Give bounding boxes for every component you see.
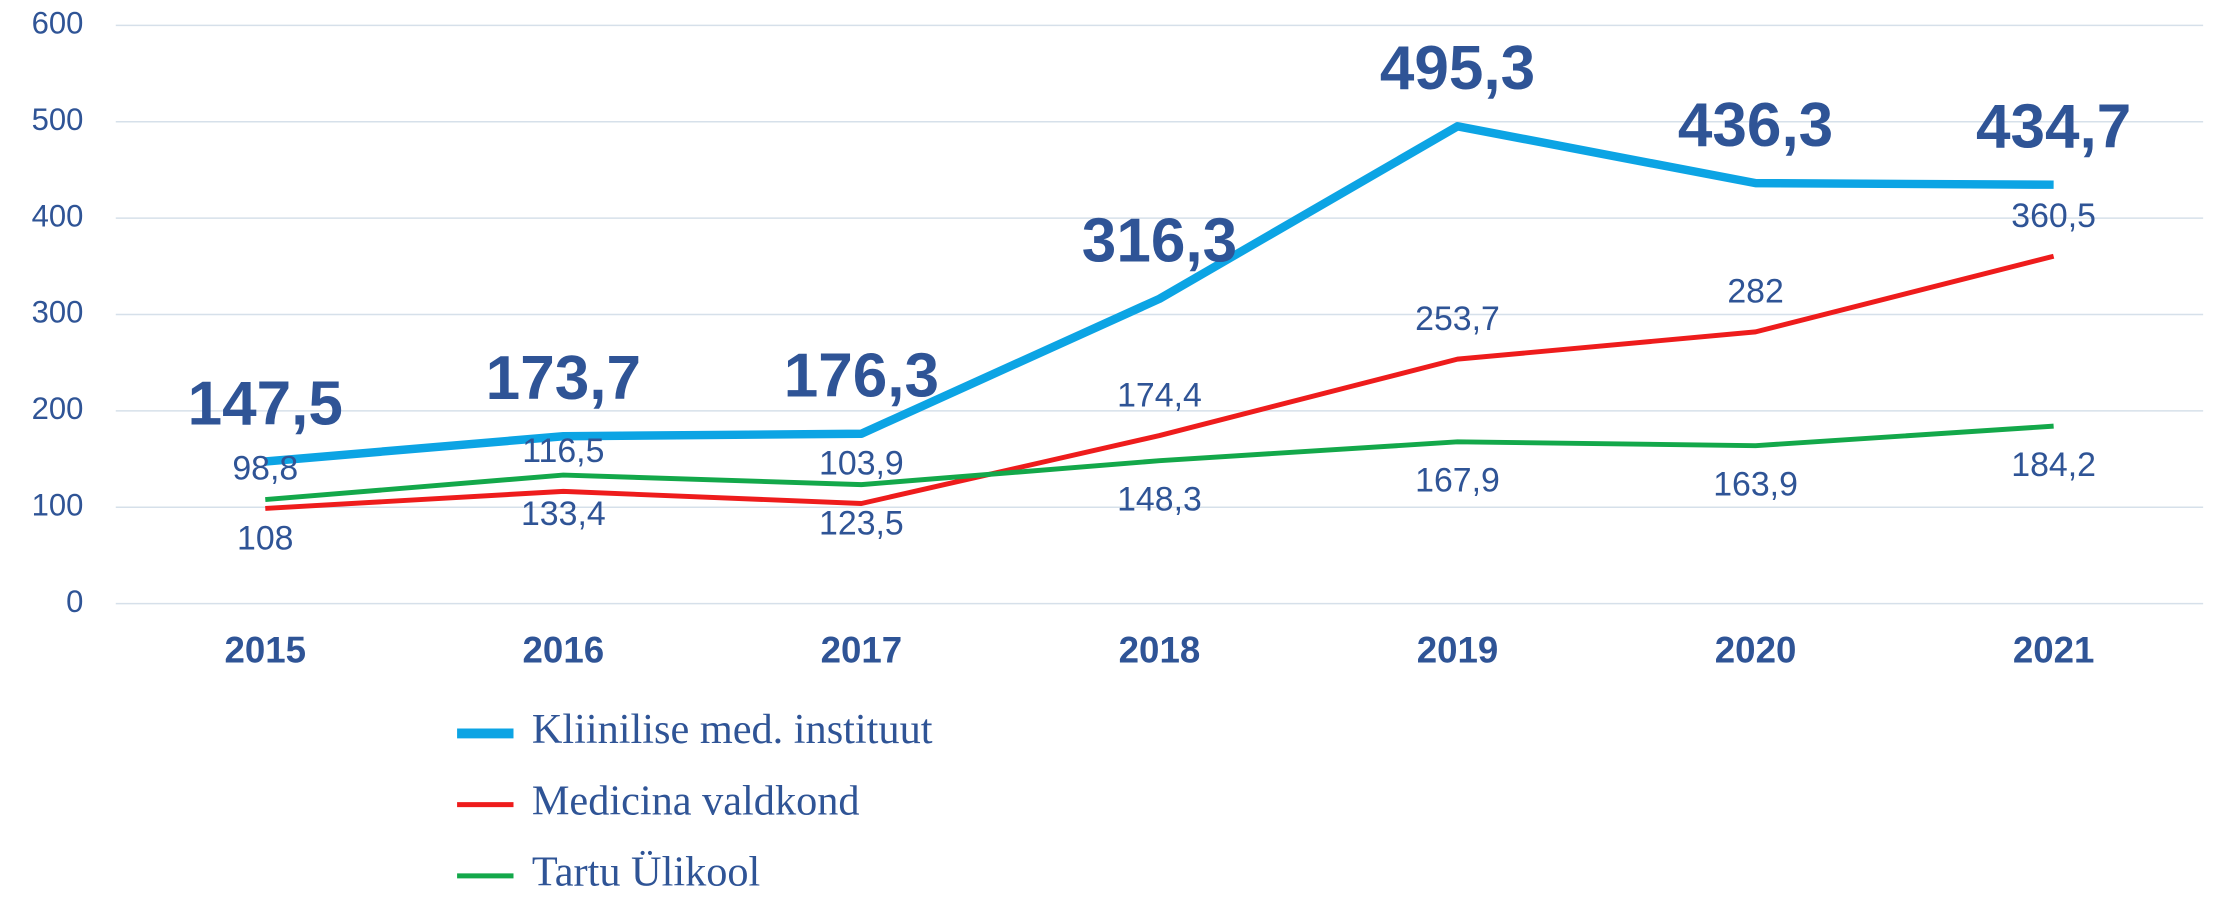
y-tick-label: 0	[66, 584, 83, 619]
data-label: 98,8	[232, 449, 298, 487]
data-label: 163,9	[1713, 466, 1798, 504]
legend-label: Kliinilise med. instituut	[532, 706, 933, 753]
data-label: 173,7	[486, 344, 641, 413]
y-tick-label: 100	[32, 487, 84, 522]
series-line	[265, 423, 2054, 503]
data-label: 184,2	[2011, 446, 2096, 484]
data-label: 253,7	[1415, 300, 1500, 338]
legend-label: Medicina valdkond	[532, 777, 860, 824]
data-label: 148,3	[1117, 481, 1202, 519]
data-label: 103,9	[819, 444, 904, 482]
data-label: 167,9	[1415, 462, 1500, 500]
x-tick-label: 2019	[1417, 630, 1499, 671]
data-label: 434,7	[1976, 92, 2131, 161]
series-line	[264, 122, 2054, 466]
y-tick-label: 200	[32, 391, 84, 426]
y-tick-label: 400	[32, 198, 84, 233]
data-label: 123,5	[819, 504, 904, 542]
data-label: 436,3	[1678, 91, 1833, 160]
data-label: 174,4	[1117, 376, 1202, 414]
data-label: 133,4	[521, 495, 606, 533]
x-tick-label: 2020	[1715, 630, 1797, 671]
y-tick-label: 300	[32, 295, 84, 330]
data-label: 176,3	[784, 342, 939, 411]
x-tick-label: 2016	[523, 630, 605, 671]
data-label: 147,5	[188, 369, 343, 438]
x-tick-label: 2018	[1119, 630, 1201, 671]
data-label: 116,5	[522, 432, 604, 470]
y-tick-label: 500	[32, 102, 84, 137]
y-tick-label: 600	[32, 6, 84, 41]
legend-label: Tartu Ülikool	[532, 849, 760, 896]
data-label: 495,3	[1380, 34, 1535, 103]
series-line	[265, 253, 2055, 511]
data-label: 108	[237, 519, 293, 557]
data-label: 316,3	[1082, 207, 1237, 276]
x-tick-label: 2021	[2013, 630, 2095, 671]
data-label: 360,5	[2011, 197, 2096, 235]
data-label: 282	[1727, 273, 1783, 311]
x-tick-label: 2015	[225, 630, 307, 671]
x-tick-label: 2017	[821, 630, 903, 671]
